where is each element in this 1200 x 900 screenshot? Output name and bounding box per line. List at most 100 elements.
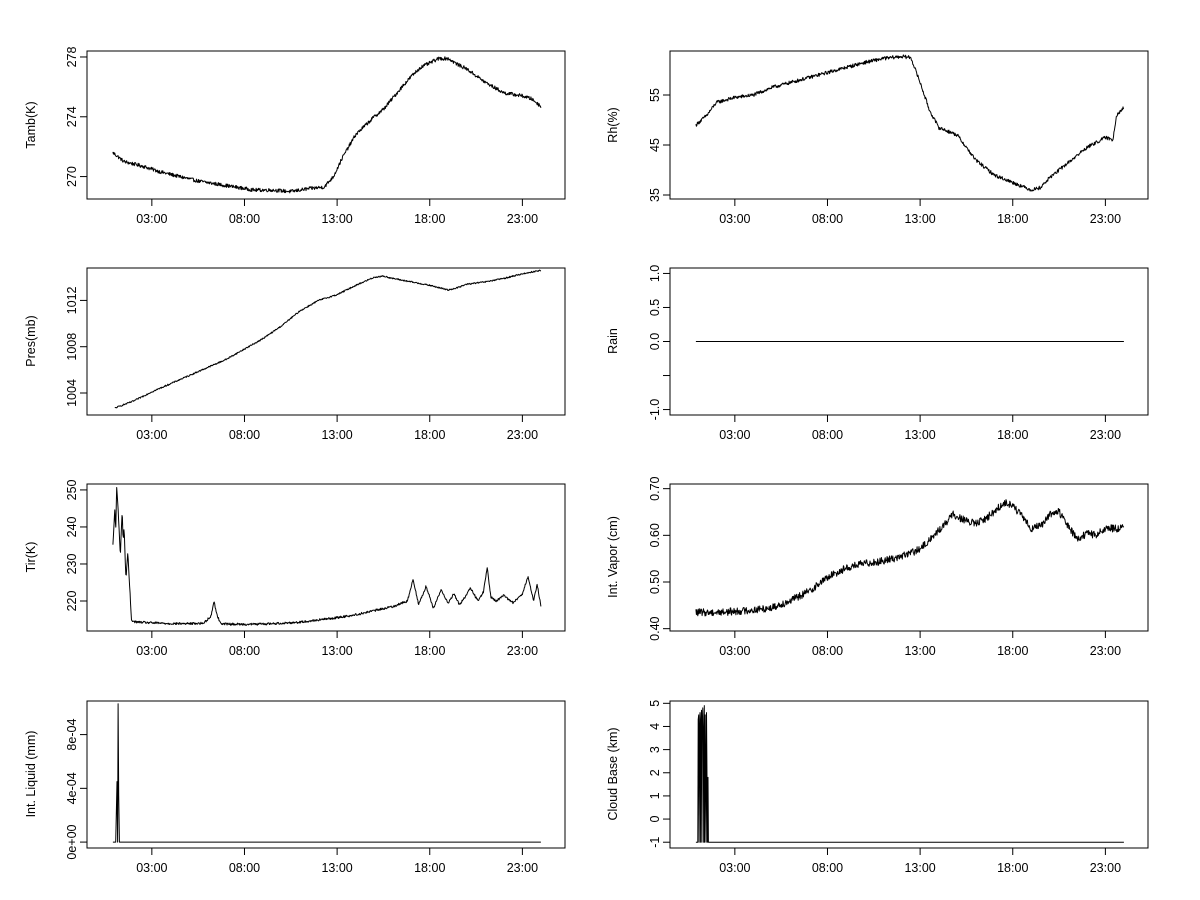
panel-rh: Rh(%) 03:00 08:00 13:00 18:00 23:00 35 45 55 — [606, 50, 1149, 226]
y-tick-label: 278 — [65, 47, 79, 68]
series-line-int-liquid — [112, 703, 541, 843]
y-tick-label: -1 — [648, 837, 662, 848]
series-line-pres — [114, 269, 542, 409]
plot-frame — [86, 483, 566, 632]
y-tick-label: 55 — [648, 88, 662, 102]
x-tick-label: 18:00 — [414, 212, 445, 226]
y-tick-label: 0.40 — [648, 616, 662, 640]
plot-frame — [86, 700, 566, 849]
x-tick-label: 13:00 — [904, 428, 935, 442]
x-tick-label: 08:00 — [229, 644, 260, 658]
y-tick-label: 35 — [648, 188, 662, 202]
panel-tir: Tir(K) 03:00 08:00 13:00 18:00 23:00 2202302… — [24, 479, 566, 658]
series-line-int-vapor — [695, 499, 1125, 617]
y-tick-label: 274 — [65, 106, 79, 127]
x-axis: 03:00 08:00 13:00 18:00 23:00 — [719, 848, 1121, 875]
y-axis: 220 230 240 250 — [65, 479, 87, 611]
y-tick-label: 8e-04 — [65, 719, 79, 751]
x-tick-label: 03:00 — [136, 861, 167, 875]
y-tick-label: 1012 — [65, 286, 79, 314]
y-axis-label: Tamb(K) — [24, 101, 38, 148]
series-line-tir — [112, 487, 542, 626]
x-tick-label: 18:00 — [414, 861, 445, 875]
x-tick-label: 13:00 — [321, 428, 352, 442]
x-tick-label: 18:00 — [997, 212, 1028, 226]
x-tick-label: 08:00 — [812, 861, 843, 875]
x-axis: 03:00 08:00 13:00 18:00 23:00 — [136, 848, 538, 875]
x-tick-label: 03:00 — [136, 212, 167, 226]
series-line-tamb — [112, 56, 542, 194]
y-tick-label: 250 — [65, 479, 79, 500]
x-tick-label: 03:00 — [719, 644, 750, 658]
panel-tamb: Tamb(K) 03:00 08:00 13:00 18:00 23:00 270 274… — [24, 47, 566, 226]
x-axis: 03:00 08:00 13:00 18:00 23:00 — [136, 415, 538, 442]
x-tick-label: 18:00 — [997, 428, 1028, 442]
x-tick-label: 08:00 — [812, 644, 843, 658]
x-tick-label: 08:00 — [812, 212, 843, 226]
x-axis: 03:00 08:00 13:00 18:00 23:00 — [719, 199, 1121, 226]
x-axis: 03:00 08:00 13:00 18:00 23:00 — [136, 631, 538, 658]
x-tick-label: 23:00 — [1090, 212, 1121, 226]
x-tick-label: 03:00 — [136, 644, 167, 658]
y-axis-label: Tir(K) — [24, 542, 38, 573]
panel-int-vapor: Int. Vapor (cm) 03:00 08:00 13:00 18:00 23:0… — [606, 476, 1149, 658]
x-tick-label: 13:00 — [904, 212, 935, 226]
panel-cloud-base: Cloud Base (km) 03:00 08:00 13:00 18:00 23:0… — [606, 700, 1149, 875]
y-tick-label: 4 — [648, 723, 662, 730]
x-tick-label: 08:00 — [229, 861, 260, 875]
y-tick-label: 4e-04 — [65, 772, 79, 804]
x-tick-label: 23:00 — [507, 861, 538, 875]
y-tick-label: 1004 — [65, 379, 79, 407]
x-tick-label: 23:00 — [507, 428, 538, 442]
x-tick-label: 18:00 — [414, 644, 445, 658]
x-tick-label: 18:00 — [414, 428, 445, 442]
x-axis: 03:00 08:00 13:00 18:00 23:00 — [136, 199, 538, 226]
y-axis-label: Int. Liquid (mm) — [24, 731, 38, 818]
x-axis: 03:00 08:00 13:00 18:00 23:00 — [719, 415, 1121, 442]
plot-frame — [669, 700, 1149, 849]
panel-int-liquid: Int. Liquid (mm) 03:00 08:00 13:00 18:00 23:… — [24, 700, 566, 875]
y-axis: 270 274 278 — [65, 47, 87, 187]
y-tick-label: 1 — [648, 792, 662, 799]
x-tick-label: 08:00 — [229, 428, 260, 442]
plot-frame — [669, 483, 1149, 632]
x-tick-label: 23:00 — [1090, 428, 1121, 442]
y-axis-label: Rh(%) — [606, 107, 620, 142]
y-tick-label: 3 — [648, 746, 662, 753]
y-axis: -1.0 0.0 0.5 1.0 — [648, 265, 670, 421]
y-tick-label: -1.0 — [648, 399, 662, 421]
plot-frame — [86, 267, 566, 416]
y-tick-label: 1.0 — [648, 265, 662, 282]
y-axis: 0.40 0.50 0.60 0.70 — [648, 476, 670, 641]
y-tick-label: 0.70 — [648, 476, 662, 500]
x-tick-label: 03:00 — [719, 428, 750, 442]
x-tick-label: 13:00 — [904, 861, 935, 875]
y-axis-label: Rain — [606, 328, 620, 354]
panel-pres: Pres(mb) 03:00 08:00 13:00 18:00 23:00 10041… — [24, 267, 566, 442]
x-tick-label: 13:00 — [321, 212, 352, 226]
x-tick-label: 23:00 — [1090, 644, 1121, 658]
y-axis: 1004 1008 1012 — [65, 286, 87, 407]
plot-frame — [86, 50, 566, 200]
y-tick-label: 0e+00 — [65, 824, 79, 859]
x-tick-label: 23:00 — [507, 212, 538, 226]
x-tick-label: 18:00 — [997, 861, 1028, 875]
panel-rain: Rain 03:00 08:00 13:00 18:00 23:00 -1.0 0.0 0.… — [606, 265, 1149, 442]
y-tick-label: 5 — [648, 700, 662, 707]
series-line-rh — [695, 54, 1124, 192]
y-tick-label: 230 — [65, 554, 79, 575]
x-tick-label: 13:00 — [321, 644, 352, 658]
y-tick-label: 240 — [65, 516, 79, 537]
x-tick-label: 03:00 — [719, 861, 750, 875]
x-tick-label: 08:00 — [229, 212, 260, 226]
y-tick-label: 0.60 — [648, 523, 662, 547]
series-line-cloud-base — [695, 705, 1124, 843]
y-axis-label: Int. Vapor (cm) — [606, 516, 620, 598]
x-tick-label: 03:00 — [719, 212, 750, 226]
y-tick-label: 0 — [648, 816, 662, 823]
x-tick-label: 13:00 — [321, 861, 352, 875]
y-tick-label: 0.0 — [648, 333, 662, 350]
y-axis: 0e+00 4e-04 8e-04 — [65, 719, 87, 860]
y-tick-label: 45 — [648, 138, 662, 152]
